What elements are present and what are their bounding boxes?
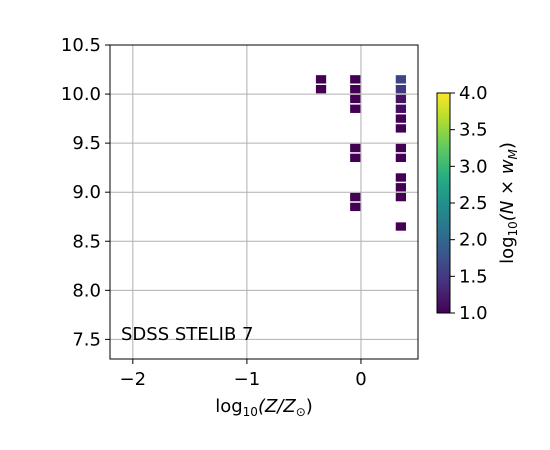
colorbar-tick-label: 3.5	[459, 120, 488, 141]
x-label-subscript: 10	[243, 405, 258, 419]
heatmap-cell	[350, 104, 361, 113]
heatmap-cell	[350, 143, 361, 153]
heatmap-cell	[395, 84, 407, 94]
plot-frame	[109, 44, 419, 360]
x-label-prefix: log	[215, 396, 242, 417]
x-label-suffix: )	[306, 396, 313, 417]
heatmap-cell	[395, 114, 407, 123]
heatmap-cell	[395, 183, 407, 192]
colorbar-label: log10(N × wM)	[497, 142, 520, 264]
heatmap-cell	[395, 192, 407, 202]
cb-label-m-subscript: M	[506, 148, 520, 159]
heatmap-cell	[395, 94, 407, 104]
y-tick-label: 10.0	[61, 84, 101, 105]
x-tick-label: −1	[234, 369, 261, 390]
x-label-body: (Z/Z	[258, 396, 296, 417]
dataset-annotation: SDSS STELIB 7	[121, 324, 254, 345]
heatmap-cell	[315, 75, 327, 84]
heatmap-cell	[395, 104, 407, 113]
colorbar	[436, 92, 451, 314]
x-axis-label: log10(Z/Z⊙)	[215, 396, 313, 419]
heatmap-cell	[350, 75, 361, 84]
heatmap-cell	[350, 153, 361, 163]
cb-label-prefix: log	[497, 236, 518, 263]
colorbar-tick-label: 2.0	[459, 230, 488, 251]
heatmap-cell	[350, 84, 361, 94]
heatmap-cell	[395, 173, 407, 182]
grid-layer	[110, 44, 418, 359]
y-tick-label: 7.5	[72, 329, 101, 350]
colorbar-tick-label: 4.0	[459, 83, 488, 104]
y-tick-label: 9.5	[72, 133, 101, 154]
y-tick-label: 10.5	[61, 35, 101, 56]
heatmap-cell	[395, 143, 407, 153]
heatmap-cell	[395, 75, 407, 84]
cb-label-body: (N × w	[497, 159, 518, 221]
y-tick-label: 8.0	[72, 280, 101, 301]
colorbar-tick-label: 3.0	[459, 156, 488, 177]
heatmap-cell	[395, 153, 407, 163]
heatmap-cells	[315, 75, 407, 231]
heatmap-cell	[350, 192, 361, 202]
x-tick-label: 0	[355, 369, 366, 390]
heatmap-cell	[395, 124, 407, 133]
colorbar-tick-label: 1.0	[459, 303, 488, 324]
colorbar-ticks: 1.0 1.5 2.0 2.5 3.0 3.5 4.0	[450, 83, 488, 324]
heatmap-cell	[395, 222, 407, 231]
x-axis-ticks: −2 −1 0	[120, 359, 367, 390]
heatmap-cell	[350, 94, 361, 104]
heatmap-cell	[315, 84, 327, 94]
x-label-sun-subscript: ⊙	[296, 405, 306, 419]
colorbar-tick-label: 1.5	[459, 266, 488, 287]
y-tick-label: 8.5	[72, 231, 101, 252]
colorbar-tick-label: 2.5	[459, 193, 488, 214]
x-tick-label: −2	[120, 369, 147, 390]
heatmap-cell	[350, 202, 361, 212]
y-axis-ticks: 7.5 8.0 8.5 9.0 9.5 10.0 10.5	[61, 35, 110, 350]
y-tick-label: 9.0	[72, 182, 101, 203]
cb-label-subscript: 10	[506, 221, 520, 236]
cb-label-suffix: )	[497, 142, 518, 149]
